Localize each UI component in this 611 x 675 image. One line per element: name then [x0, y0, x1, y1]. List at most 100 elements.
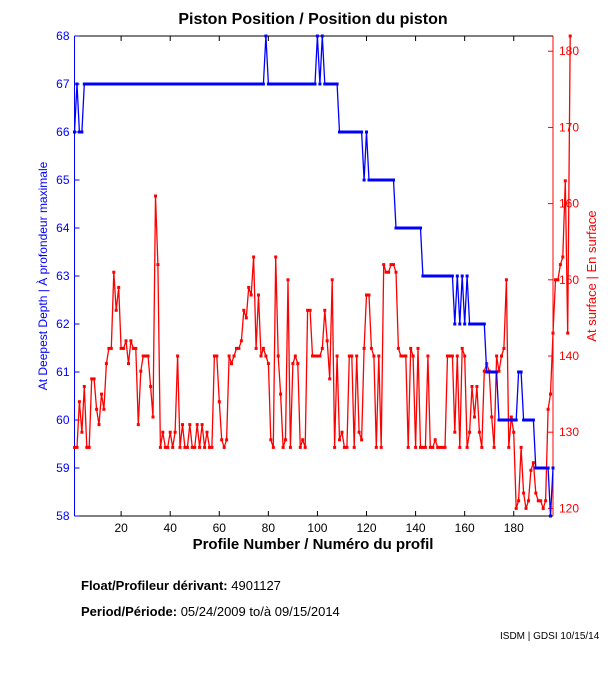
surface-point: [274, 255, 278, 259]
deepest-depth-point: [166, 82, 170, 86]
surface-point: [217, 400, 221, 404]
deepest-depth-point: [298, 82, 302, 86]
deepest-depth-point: [549, 514, 552, 518]
surface-point: [352, 445, 356, 449]
deepest-depth-point: [477, 322, 481, 326]
surface-point: [193, 445, 197, 449]
surface-point: [470, 385, 474, 388]
deepest-depth-point: [227, 82, 231, 86]
surface-point: [87, 445, 91, 449]
deepest-depth-point: [428, 274, 432, 278]
surface-point: [127, 362, 130, 366]
deepest-depth-point: [235, 82, 238, 86]
surface-point: [97, 423, 101, 427]
surface-point: [465, 445, 469, 449]
chart-title: Piston Position / Position du piston: [178, 11, 447, 28]
deepest-depth-point: [122, 82, 126, 86]
surface-point: [291, 362, 295, 366]
y-left-tick-label: 66: [56, 125, 70, 139]
surface-point: [372, 354, 376, 358]
surface-point: [259, 354, 263, 358]
deepest-depth-point: [487, 370, 491, 374]
deepest-depth-point: [156, 82, 160, 86]
surface-point: [365, 293, 368, 297]
deepest-depth-point: [176, 82, 180, 86]
surface-point: [554, 278, 557, 282]
deepest-depth-point: [453, 322, 457, 326]
surface-point: [264, 354, 268, 358]
deepest-depth-point: [384, 178, 388, 182]
surface-point: [323, 308, 327, 312]
deepest-depth-point: [183, 82, 187, 86]
surface-point: [448, 354, 452, 358]
deepest-depth-point: [225, 82, 229, 86]
deepest-depth-point: [421, 274, 425, 278]
surface-point: [154, 194, 157, 198]
surface-point: [183, 445, 187, 449]
surface-point: [374, 445, 378, 449]
surface-point: [473, 415, 476, 419]
deepest-depth-point: [95, 82, 99, 86]
surface-point: [524, 506, 528, 510]
deepest-depth-point: [117, 82, 121, 86]
surface-point: [131, 346, 135, 350]
deepest-depth-point: [485, 370, 489, 374]
surface-point: [433, 438, 437, 442]
surface-point: [281, 445, 285, 449]
surface-point: [296, 362, 300, 366]
surface-point: [558, 263, 562, 267]
deepest-depth-point: [259, 82, 263, 86]
surface-point: [546, 407, 550, 411]
surface-point: [490, 415, 494, 419]
surface-point: [171, 445, 175, 449]
deepest-depth-point: [399, 226, 403, 230]
surface-line: [74, 35, 571, 511]
y-right-tick-label: 130: [559, 425, 579, 439]
deepest-depth-point: [539, 466, 543, 470]
deepest-depth-point: [377, 178, 381, 182]
surface-point: [350, 354, 354, 358]
surface-point: [389, 263, 393, 267]
deepest-depth-point: [185, 82, 189, 86]
deepest-depth-point: [129, 82, 133, 86]
surface-point: [257, 293, 260, 297]
deepest-depth-point: [374, 178, 378, 182]
credit-text: ISDM | GDSI 10/15/14: [500, 631, 600, 642]
surface-point: [527, 499, 530, 503]
surface-point: [139, 369, 143, 373]
surface-point: [563, 179, 567, 183]
surface-point: [242, 308, 246, 312]
deepest-depth-point: [208, 82, 211, 86]
deepest-depth-point: [73, 130, 76, 134]
surface-point: [237, 346, 241, 350]
surface-point: [239, 339, 243, 343]
deepest-depth-point: [293, 82, 297, 86]
deepest-depth-point: [340, 130, 344, 134]
surface-point: [438, 445, 442, 449]
deepest-depth-point: [475, 322, 479, 326]
surface-point: [382, 263, 386, 267]
deepest-depth-point: [237, 82, 241, 86]
surface-point: [320, 346, 324, 350]
y-left-tick-label: 60: [56, 413, 70, 427]
deepest-depth-point: [296, 82, 300, 86]
surface-point: [399, 354, 403, 358]
y-left-tick-label: 68: [56, 29, 70, 43]
surface-point: [286, 278, 290, 282]
surface-point: [306, 308, 310, 312]
surface-point: [315, 354, 319, 358]
deepest-depth-point: [450, 274, 454, 278]
deepest-depth-point: [232, 82, 236, 86]
surface-point: [92, 377, 96, 381]
deepest-depth-point: [342, 130, 346, 134]
y-left-tick-label: 62: [56, 317, 70, 331]
surface-point: [369, 346, 373, 350]
surface-point: [384, 270, 388, 274]
deepest-depth-point: [423, 274, 427, 278]
surface-point: [335, 354, 339, 358]
deepest-depth-point: [80, 130, 84, 134]
deepest-depth-point: [195, 82, 199, 86]
deepest-depth-point: [203, 82, 207, 86]
deepest-depth-point: [141, 82, 145, 86]
surface-point: [411, 354, 415, 358]
